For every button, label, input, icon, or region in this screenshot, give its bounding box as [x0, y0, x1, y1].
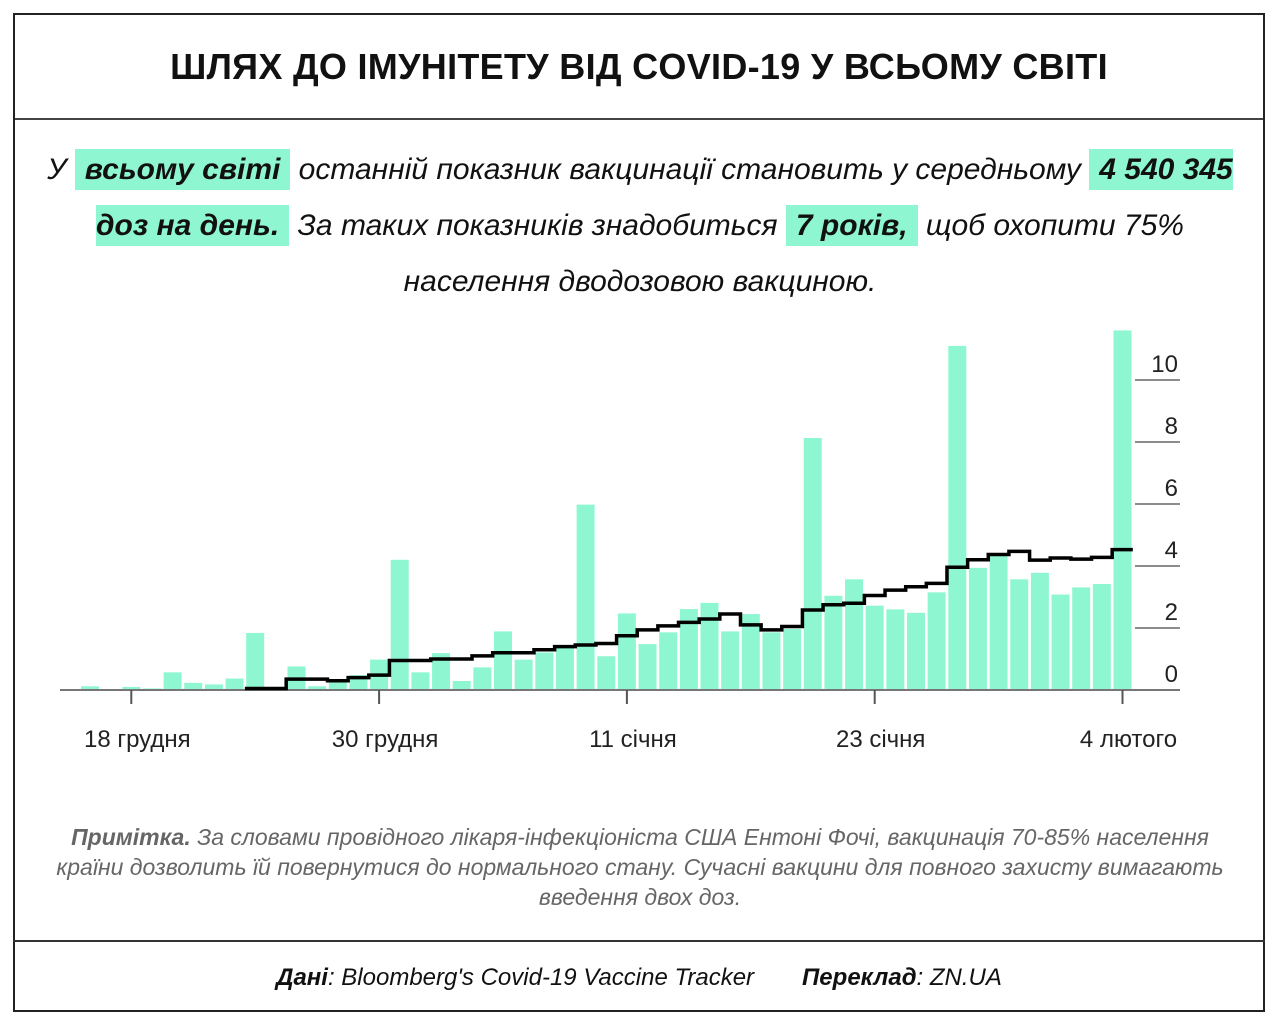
translation-label: Переклад	[802, 964, 917, 991]
bar	[473, 667, 492, 690]
note: Примітка. За словами провідного лікаря-і…	[40, 822, 1240, 912]
bar	[411, 672, 430, 690]
bar	[514, 659, 533, 690]
bar	[122, 686, 141, 690]
x-tick-label: 30 грудня	[332, 726, 439, 753]
footer: Дані: Bloomberg's Covid-19 Vaccine Track…	[13, 940, 1265, 1014]
bar	[390, 559, 409, 690]
footer-translation: Переклад: ZN.UA	[802, 964, 1002, 992]
bar	[597, 656, 616, 690]
bar	[679, 609, 698, 690]
page-title: ШЛЯХ ДО ІМУНІТЕТУ ВІД COVID-19 У ВСЬОМУ …	[15, 15, 1263, 120]
average-line	[244, 547, 1133, 691]
bar	[968, 567, 987, 690]
x-tick-label: 11 січня	[589, 726, 677, 753]
lead-text: У всьому світі останній показник вакцина…	[30, 142, 1250, 310]
bar	[494, 631, 512, 690]
y-tick-label: 6	[1165, 475, 1178, 502]
lead-part: щоб охопити 75% населення дводозовою вак…	[403, 209, 1184, 298]
bar	[845, 579, 864, 690]
bar	[163, 672, 182, 690]
bar	[1010, 579, 1029, 690]
y-tick-label: 8	[1165, 413, 1178, 440]
bar	[1092, 583, 1111, 690]
bar	[1051, 594, 1070, 690]
bar	[246, 632, 265, 690]
bar	[1072, 587, 1091, 690]
x-tick-label: 23 січня	[836, 726, 925, 753]
source-value: : Bloomberg's Covid-19 Vaccine Tracker	[327, 964, 755, 991]
bar	[576, 504, 595, 690]
bar	[927, 592, 946, 690]
bar	[432, 653, 451, 690]
note-text: За словами провідного лікаря-інфекціоніс…	[56, 824, 1224, 910]
bar	[204, 684, 223, 690]
bar	[328, 682, 347, 690]
bar	[989, 556, 1008, 690]
lead-part: останній показник вакцинації становить у…	[290, 153, 1090, 186]
x-tick-label: 4 лютого	[1080, 726, 1177, 753]
y-tick-label: 4	[1165, 537, 1178, 564]
note-label: Примітка.	[71, 824, 191, 850]
source-label: Дані	[276, 964, 328, 991]
bar	[617, 613, 636, 690]
y-tick-label: 2	[1165, 599, 1178, 626]
bar	[865, 605, 884, 690]
bar	[555, 647, 574, 690]
infographic-frame: ШЛЯХ ДО ІМУНІТЕТУ ВІД COVID-19 У ВСЬОМУ …	[13, 13, 1265, 1012]
footer-source: Дані: Bloomberg's Covid-19 Vaccine Track…	[276, 964, 754, 992]
bar	[803, 437, 822, 690]
lead-part: У	[47, 153, 75, 186]
bar	[1113, 330, 1132, 690]
highlight-region: всьому світі	[74, 149, 291, 190]
bar	[184, 682, 203, 690]
bar	[721, 631, 740, 690]
bar	[783, 628, 802, 690]
bar	[700, 602, 719, 690]
bar	[225, 678, 244, 690]
bar	[81, 686, 99, 690]
highlight-years: 7 років,	[785, 205, 918, 246]
lead-part: За таких показників знадобиться	[289, 209, 786, 242]
bar	[659, 632, 678, 690]
y-tick-label: 10	[1151, 351, 1178, 378]
bar	[948, 345, 967, 690]
bar	[886, 609, 905, 690]
bar	[535, 652, 554, 690]
bar	[452, 681, 471, 690]
x-tick-label: 18 грудня	[84, 726, 191, 753]
translation-value: : ZN.UA	[916, 964, 1002, 991]
bar	[741, 614, 760, 690]
bar	[762, 632, 781, 690]
bar	[824, 595, 843, 690]
bar	[1030, 572, 1049, 690]
bar	[308, 686, 327, 690]
bar	[907, 612, 925, 690]
bar	[638, 644, 657, 690]
y-tick-label: 0	[1165, 661, 1178, 688]
